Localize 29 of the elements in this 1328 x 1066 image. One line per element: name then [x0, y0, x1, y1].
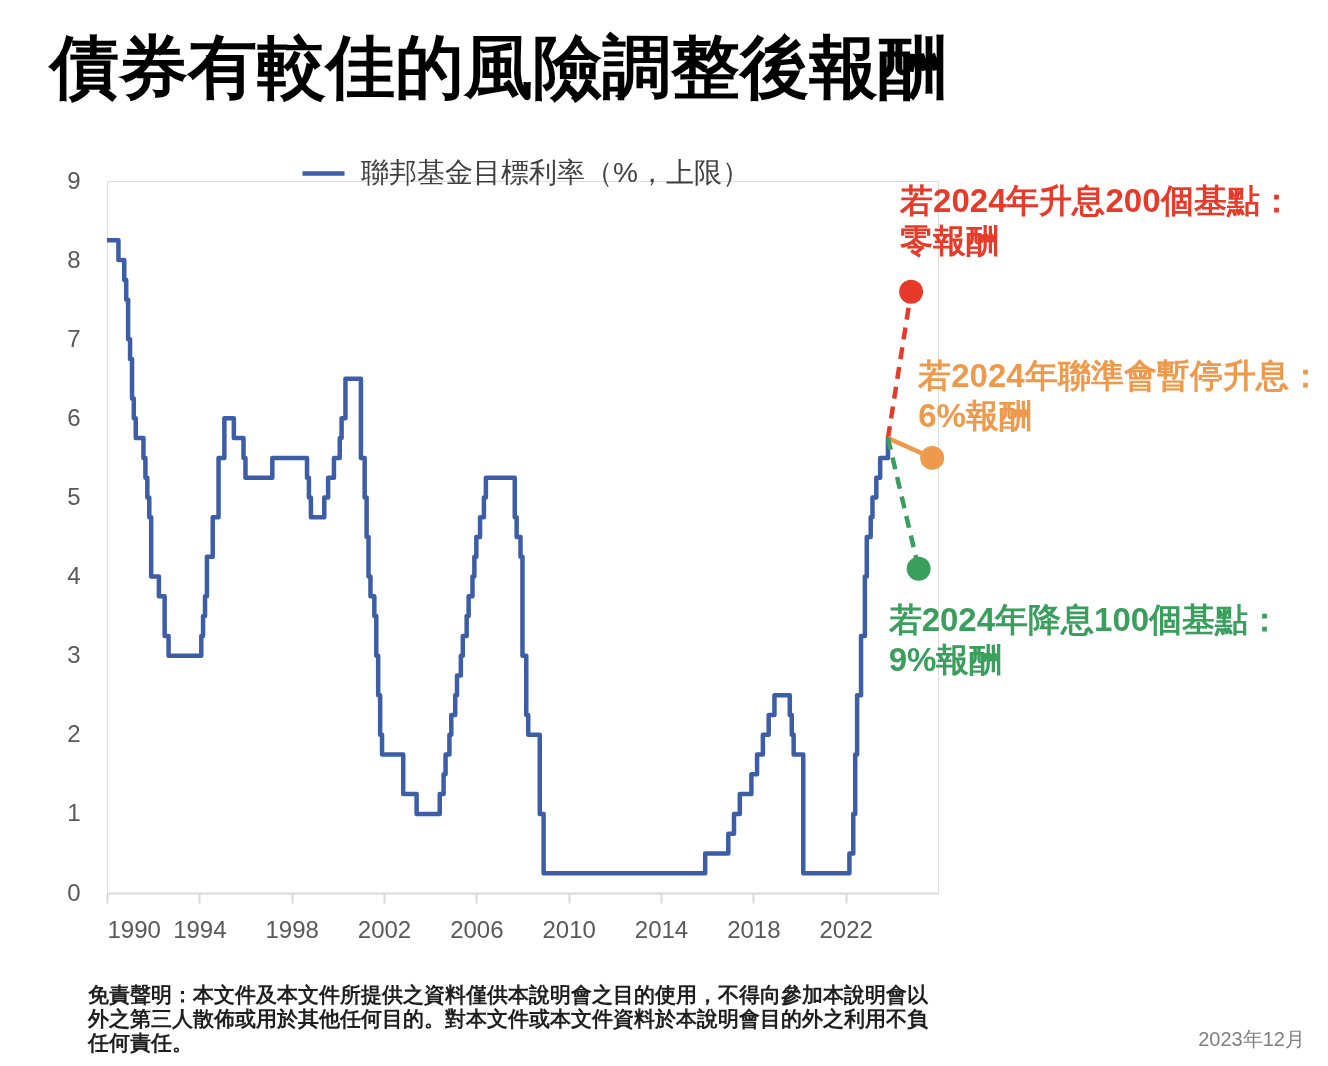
series-label: 若2024年升息200個基點：零報酬 [899, 181, 1293, 259]
series-label: 若2024年降息100個基點：9%報酬 [887, 600, 1282, 678]
y-tick-label: 8 [67, 245, 81, 273]
point [920, 445, 945, 470]
x-tick-label: 2014 [634, 915, 689, 943]
y-tick-label: 1 [67, 799, 81, 827]
x-tick-label: 1994 [173, 915, 227, 943]
y-tick-label: 0 [67, 878, 81, 906]
y-tick-label: 4 [67, 562, 81, 590]
y-tick-label: 9 [67, 166, 81, 194]
point [906, 556, 931, 581]
y-tick-label: 2 [67, 720, 81, 748]
x-tick-label: 2018 [727, 915, 781, 943]
y-tick-label: 7 [67, 324, 81, 352]
legend-label: 聯邦基金目標利率（%，上限） [361, 156, 750, 188]
x-tick-label: 2010 [542, 915, 596, 943]
series-label: 若2024年聯準會暫停升息：6%報酬 [917, 356, 1322, 434]
y-tick-label: 3 [67, 641, 81, 669]
x-tick-label: 2002 [357, 915, 412, 943]
y-tick-label: 5 [67, 482, 81, 510]
x-tick-label: 1990 [107, 915, 161, 943]
chart-title: 債券有較佳的風險調整後報酬 [48, 29, 947, 106]
x-tick-label: 1998 [265, 915, 319, 943]
text: 2023年12月 [1198, 1028, 1305, 1050]
x-tick-label: 2022 [819, 915, 873, 943]
x-tick-label: 2006 [450, 915, 504, 943]
point [899, 279, 924, 304]
y-tick-label: 6 [67, 403, 81, 431]
text: 免責聲明：本文件及本文件所提供之資料僅供本說明會之目的使用，不得向參加本說明會以外之第三人散佈或用於其他任何目的。對本文件或本文件資料於本說明會目的外之利用不負任何責任。 [87, 983, 929, 1054]
